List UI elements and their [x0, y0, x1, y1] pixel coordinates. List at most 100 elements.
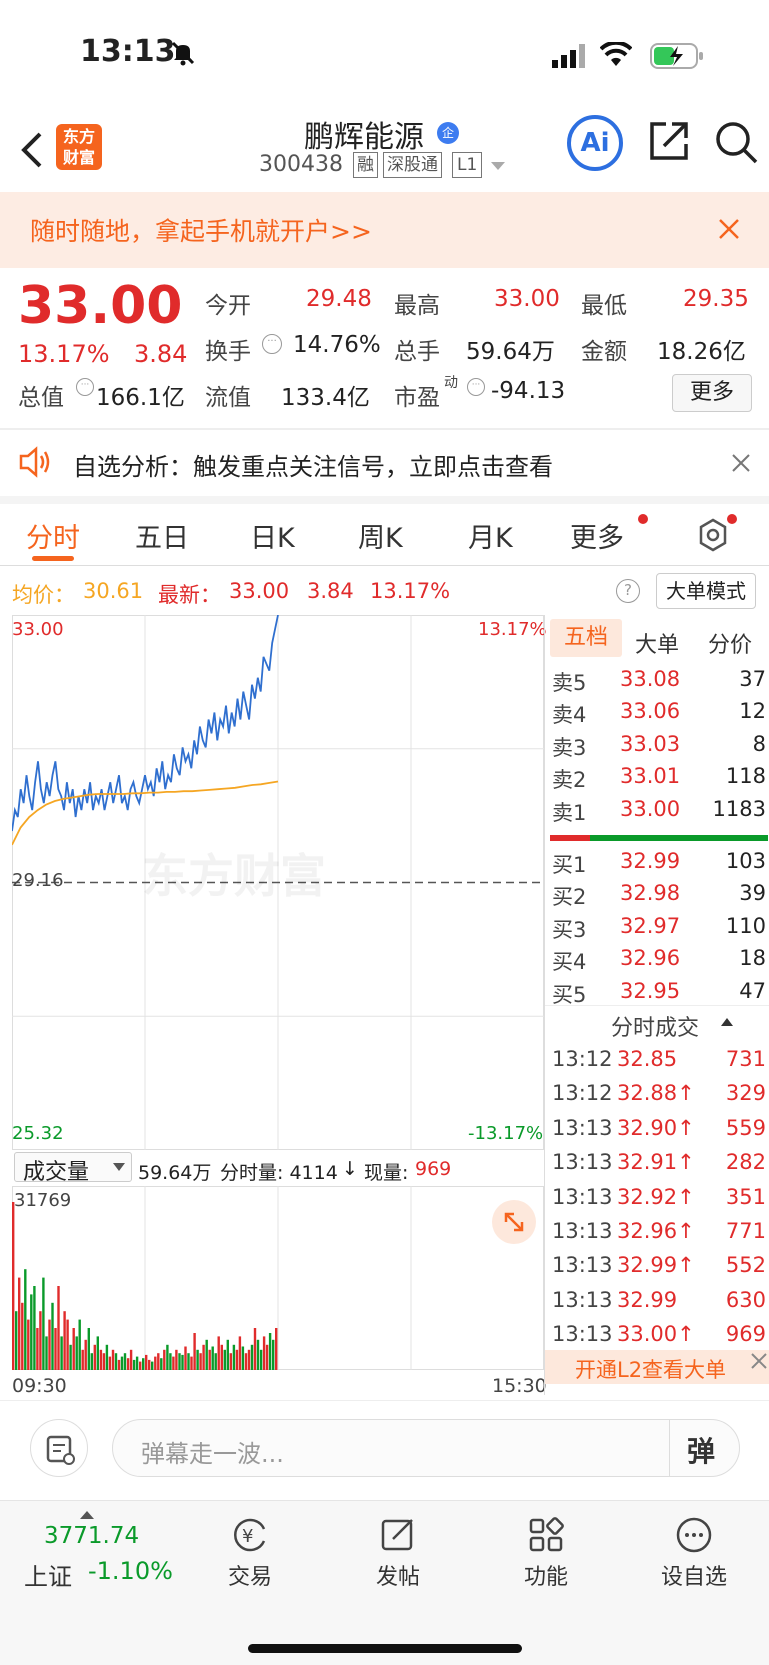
bid-row[interactable]: 买4 32.96 18	[545, 942, 769, 974]
trade-row[interactable]: 13:12 32.88↑ 329	[545, 1077, 769, 1111]
big-order-mode-button[interactable]: 大单模式	[656, 573, 756, 609]
tab-daily-k[interactable]: 日K	[250, 523, 295, 554]
red-dot	[638, 514, 648, 524]
ask-row[interactable]: 卖2 33.01 118	[545, 760, 769, 792]
open-account-banner[interactable]: 随时随地，拿起手机就开户>>	[0, 192, 769, 268]
volume-bar	[247, 1349, 251, 1370]
l2-upsell[interactable]: 开通L2查看大单	[545, 1350, 769, 1384]
label-turnover: 换手	[205, 339, 251, 365]
ask-row[interactable]: 卖5 33.08 37	[545, 663, 769, 695]
trade-row[interactable]: 13:13 32.99 630	[545, 1284, 769, 1318]
volume-bar	[160, 1358, 163, 1370]
index-value[interactable]: 3771.74	[44, 1523, 140, 1549]
nav-trade[interactable]: ¥ 交易	[218, 1515, 282, 1595]
volume-bar	[105, 1344, 109, 1370]
bid-row[interactable]: 买3 32.97 110	[545, 910, 769, 942]
volume-bar	[217, 1336, 220, 1370]
value-market-cap: 166.1亿	[96, 385, 185, 411]
volume-bar	[135, 1356, 139, 1370]
bid-row[interactable]: 买2 32.98 39	[545, 877, 769, 909]
label-float-cap: 流值	[205, 385, 251, 411]
help-icon[interactable]: ?	[616, 579, 640, 603]
volume-bar	[42, 1277, 45, 1370]
ob-tab-big-order[interactable]: 大单	[635, 633, 680, 658]
expand-icon[interactable]	[492, 1200, 536, 1244]
trade-row[interactable]: 13:12 32.85 731	[545, 1043, 769, 1077]
nav-functions[interactable]: 功能	[514, 1515, 578, 1595]
trades-header[interactable]: 分时成交	[545, 1005, 769, 1041]
tag-sgt: 深股通	[383, 152, 442, 178]
trade-row[interactable]: 13:13 33.00↑ 969	[545, 1318, 769, 1352]
time-end: 15:30	[492, 1375, 547, 1397]
comment-input[interactable]: 弹幕走一波... 弹	[112, 1419, 740, 1477]
ask-label: 卖4	[552, 703, 587, 728]
back-icon[interactable]	[18, 130, 46, 170]
ob-tab-five-level[interactable]: 五档	[550, 619, 622, 657]
analysis-notice[interactable]: 自选分析：触发重点关注信号，立即点击查看	[0, 430, 769, 496]
share-icon[interactable]	[648, 120, 690, 162]
volume-bar	[187, 1353, 190, 1370]
trade-row[interactable]: 13:13 32.90↑ 559	[545, 1112, 769, 1146]
edit-icon	[381, 1519, 413, 1551]
volume-bar	[205, 1339, 208, 1370]
tab-intraday[interactable]: 分时	[26, 523, 80, 554]
index-name[interactable]: 上证	[24, 1563, 72, 1591]
ask-price: 33.03	[620, 731, 681, 756]
notice-close-icon[interactable]	[732, 454, 750, 472]
search-icon[interactable]	[714, 120, 758, 164]
yen-icon: ¥	[234, 1518, 266, 1552]
intraday-chart[interactable]: 33.00 13.17% 29.16 25.32 -13.17% 东方财富	[12, 615, 547, 1150]
info-icon-2[interactable]: ···	[76, 378, 94, 396]
trade-row[interactable]: 13:13 32.91↑ 282	[545, 1146, 769, 1180]
indicator-select[interactable]: 成交量	[14, 1152, 132, 1185]
more-button[interactable]: 更多	[672, 374, 752, 412]
comment-bar: 弹幕走一波... 弹	[0, 1400, 769, 1500]
ask-label: 卖5	[552, 671, 587, 695]
volume-bar	[229, 1353, 232, 1370]
value-float-cap: 133.4亿	[281, 385, 370, 411]
nav-add-watchlist[interactable]: 设自选	[654, 1515, 734, 1595]
price-line	[12, 615, 279, 832]
dropdown-icon[interactable]	[491, 162, 505, 172]
index-pct[interactable]: -1.10%	[88, 1557, 173, 1585]
volume-bar	[129, 1349, 133, 1370]
trade-volume: 559	[725, 1115, 766, 1140]
trade-price: 32.96↑	[617, 1219, 695, 1243]
ask-row[interactable]: 卖1 33.00 1183	[545, 793, 769, 825]
trade-row[interactable]: 13:13 32.96↑ 771	[545, 1215, 769, 1249]
settings-icon[interactable]	[696, 518, 730, 552]
volume-chart[interactable]: 31769	[12, 1186, 544, 1370]
nav-post[interactable]: 发帖	[366, 1515, 430, 1595]
close-icon[interactable]	[718, 218, 740, 240]
bid-price: 32.98	[620, 881, 681, 906]
ob-tab-price-dist[interactable]: 分价	[708, 633, 753, 658]
tab-5day[interactable]: 五日	[135, 523, 189, 554]
tab-monthly-k[interactable]: 月K	[468, 523, 513, 554]
tab-weekly-k[interactable]: 周K	[358, 523, 403, 554]
volume-bar	[172, 1356, 175, 1370]
volume-bar	[148, 1359, 151, 1370]
danmaku-button[interactable]: 弹	[687, 1435, 716, 1468]
volume-bar	[45, 1336, 48, 1370]
trade-price: 32.92↑	[617, 1184, 695, 1209]
trade-row[interactable]: 13:13 32.99↑ 552	[545, 1249, 769, 1283]
volume-bar	[268, 1333, 272, 1370]
watermark: 东方财富	[142, 849, 326, 903]
info-icon[interactable]: ···	[262, 334, 282, 354]
tab-more[interactable]: 更多	[570, 523, 624, 554]
ask-row[interactable]: 卖3 33.03 8	[545, 728, 769, 760]
app-logo[interactable]: 东方 财富	[56, 124, 102, 170]
info-icon-3[interactable]: ···	[467, 378, 485, 396]
comment-list-icon[interactable]	[30, 1419, 88, 1477]
trade-row[interactable]: 13:13 32.92↑ 351	[545, 1181, 769, 1215]
ai-button[interactable]: Ai	[567, 115, 623, 171]
grid-icon	[529, 1517, 564, 1552]
volume-bar	[226, 1339, 229, 1370]
bid-row[interactable]: 买1 32.99 103	[545, 845, 769, 877]
l2-close-icon[interactable]	[750, 1352, 768, 1370]
ask-row[interactable]: 卖4 33.06 12	[545, 695, 769, 727]
volume-bar	[126, 1358, 130, 1370]
bid-row[interactable]: 买5 32.95 47	[545, 975, 769, 1007]
status-bar: 13:13	[0, 0, 769, 110]
volume-bar	[39, 1311, 42, 1370]
